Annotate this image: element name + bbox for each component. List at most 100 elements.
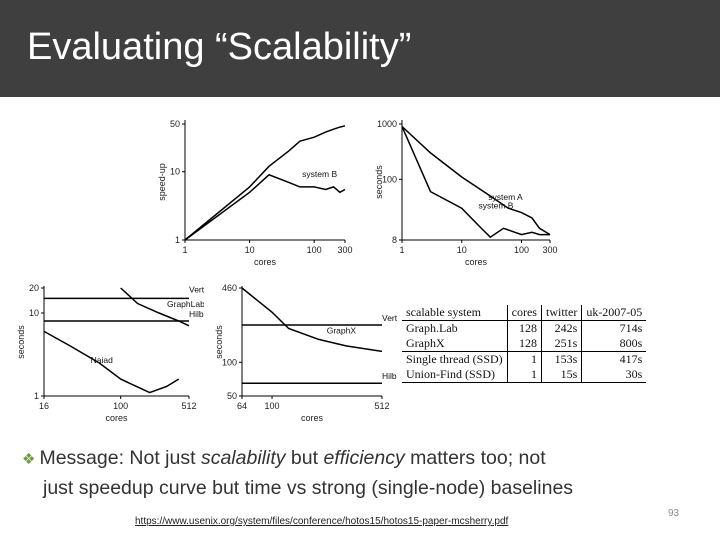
table-cell: 153s	[540, 351, 582, 367]
table-cell: 800s	[581, 336, 647, 352]
seconds-chart-graphlab: 16 100 512 1 10 20 cores seconds Vertex SSD Grap…	[16, 283, 204, 423]
ticks: 64 100 512 50 100 460 cores seconds	[214, 283, 390, 423]
series-label: Hilbert RAM	[189, 309, 204, 319]
series-label: Naiad	[91, 355, 113, 365]
x-tick-label: 300	[542, 245, 557, 255]
table-cell: 30s	[581, 367, 647, 383]
message-part: but	[285, 447, 324, 469]
table-cell: Union-Find (SSD)	[402, 367, 508, 383]
axes	[241, 286, 382, 397]
title-bar: Evaluating “Scalability”	[0, 0, 720, 97]
x-tick-label: 300	[337, 245, 352, 255]
y-tick-label: 10	[29, 308, 39, 318]
series-label: Vertex SSD	[189, 284, 204, 294]
axes	[401, 120, 550, 241]
x-tick-label: 100	[514, 245, 529, 255]
ticks: 1 10 100 300 8 100 1000 cores seconds	[374, 119, 558, 267]
ticks: 16 100 512 1 10 20 cores seconds	[16, 283, 197, 423]
table-row: Single thread (SSD) 1 153s 417s	[402, 351, 647, 367]
y-tick-label: 460	[222, 283, 237, 293]
y-tick-label: 1	[34, 391, 39, 401]
y-tick-label: 1000	[377, 119, 397, 129]
message-emphasis: efficiency	[323, 447, 405, 469]
series-label: GraphX	[327, 325, 357, 335]
table-row: GraphX 128 251s 800s	[402, 336, 647, 352]
x-tick-label: 10	[457, 245, 467, 255]
message-emphasis: scalability	[200, 447, 286, 469]
table-cell: 128	[506, 336, 542, 352]
y-axis-label: speed-up	[157, 163, 167, 201]
table-cell: 714s	[581, 320, 647, 336]
diamond-bullet-icon: ❖	[22, 451, 36, 468]
y-axis-label: seconds	[374, 165, 384, 199]
y-tick-label: 100	[222, 357, 237, 367]
table-header: uk-2007-05	[581, 305, 647, 321]
table-cell: 1	[506, 367, 542, 383]
table-cell: 251s	[540, 336, 582, 352]
x-axis-label: cores	[301, 413, 324, 423]
series-label: system B	[479, 200, 514, 210]
x-tick-label: 1	[182, 245, 187, 255]
series-line	[401, 126, 550, 239]
axes	[43, 286, 189, 397]
table-header: scalable system	[402, 305, 508, 321]
table-cell: 128	[506, 320, 542, 336]
x-tick-label: 16	[39, 401, 49, 411]
x-tick-label: 100	[113, 401, 128, 411]
message-text: ❖ Message: Not just scalability but effic…	[22, 444, 712, 502]
series-line	[184, 125, 346, 241]
series-label: system B	[302, 169, 337, 179]
message-line-2: just speedup curve but time vs strong (s…	[43, 477, 574, 499]
seconds-chart-systems: 1 10 100 300 8 100 1000 cores seconds system Asy…	[374, 119, 558, 267]
table-cell: Single thread (SSD)	[402, 351, 508, 367]
table-row: Graph.Lab 128 242s 714s	[402, 320, 647, 336]
y-tick-label: 100	[382, 174, 397, 184]
ticks: 1 10 100 300 1 10 50 cores speed-up	[157, 119, 353, 267]
message-part: Not just	[124, 447, 201, 469]
y-axis-label: seconds	[16, 325, 26, 359]
slide-title: Evaluating “Scalability”	[27, 26, 412, 68]
x-tick-label: 10	[245, 245, 255, 255]
series-label: GraphLab	[167, 299, 204, 309]
x-axis-label: cores	[254, 257, 277, 267]
table-header: twitter	[540, 305, 582, 321]
table-row: Union-Find (SSD) 1 15s 30s	[402, 367, 647, 383]
table-cell: 1	[506, 351, 542, 367]
page-number: 93	[668, 508, 680, 519]
series-label: Vertex SSD	[382, 313, 397, 323]
table-cell: GraphX	[406, 336, 445, 350]
y-tick-label: 20	[29, 283, 39, 293]
table-cell: 417s	[581, 351, 647, 367]
series-lines: GraphX Vertex SSD Hilbert RAM	[241, 287, 397, 384]
x-tick-label: 100	[307, 245, 322, 255]
message-part: matters too; not	[404, 447, 546, 469]
source-link[interactable]: https://www.usenix.org/system/files/conf…	[135, 516, 509, 527]
x-axis-label: cores	[105, 413, 128, 423]
y-axis-label: seconds	[214, 325, 224, 359]
axes	[184, 120, 345, 241]
table-cell: 242s	[540, 320, 582, 336]
x-tick-label: 512	[374, 401, 389, 411]
results-table: scalable system cores twitter uk-2007-05…	[402, 305, 647, 383]
series-lines: Vertex SSD GraphLabHilbert RAM Naiad	[43, 284, 204, 394]
x-tick-label: 64	[237, 401, 247, 411]
x-tick-label: 512	[181, 401, 196, 411]
series-line	[43, 330, 180, 394]
speedup-chart: 1 10 100 300 1 10 50 cores speed-up system Asyst…	[157, 119, 353, 267]
y-tick-label: 50	[170, 119, 180, 129]
table-cell: 15s	[540, 367, 582, 383]
y-tick-label: 1	[175, 235, 180, 245]
series-line	[401, 125, 551, 236]
series-label: Hilbert RAM	[382, 371, 397, 381]
table-header-row: scalable system cores twitter uk-2007-05	[402, 305, 647, 321]
y-tick-label: 10	[170, 167, 180, 177]
seconds-chart-graphx: 64 100 512 50 100 460 cores seconds GraphX Verte…	[214, 283, 397, 423]
table-header: cores	[506, 305, 542, 321]
table-cell: Graph.Lab	[406, 321, 458, 335]
x-axis-label: cores	[465, 257, 488, 267]
message-label: Message	[39, 447, 119, 469]
series-label: system A	[488, 192, 523, 202]
message-separator: :	[118, 447, 124, 469]
